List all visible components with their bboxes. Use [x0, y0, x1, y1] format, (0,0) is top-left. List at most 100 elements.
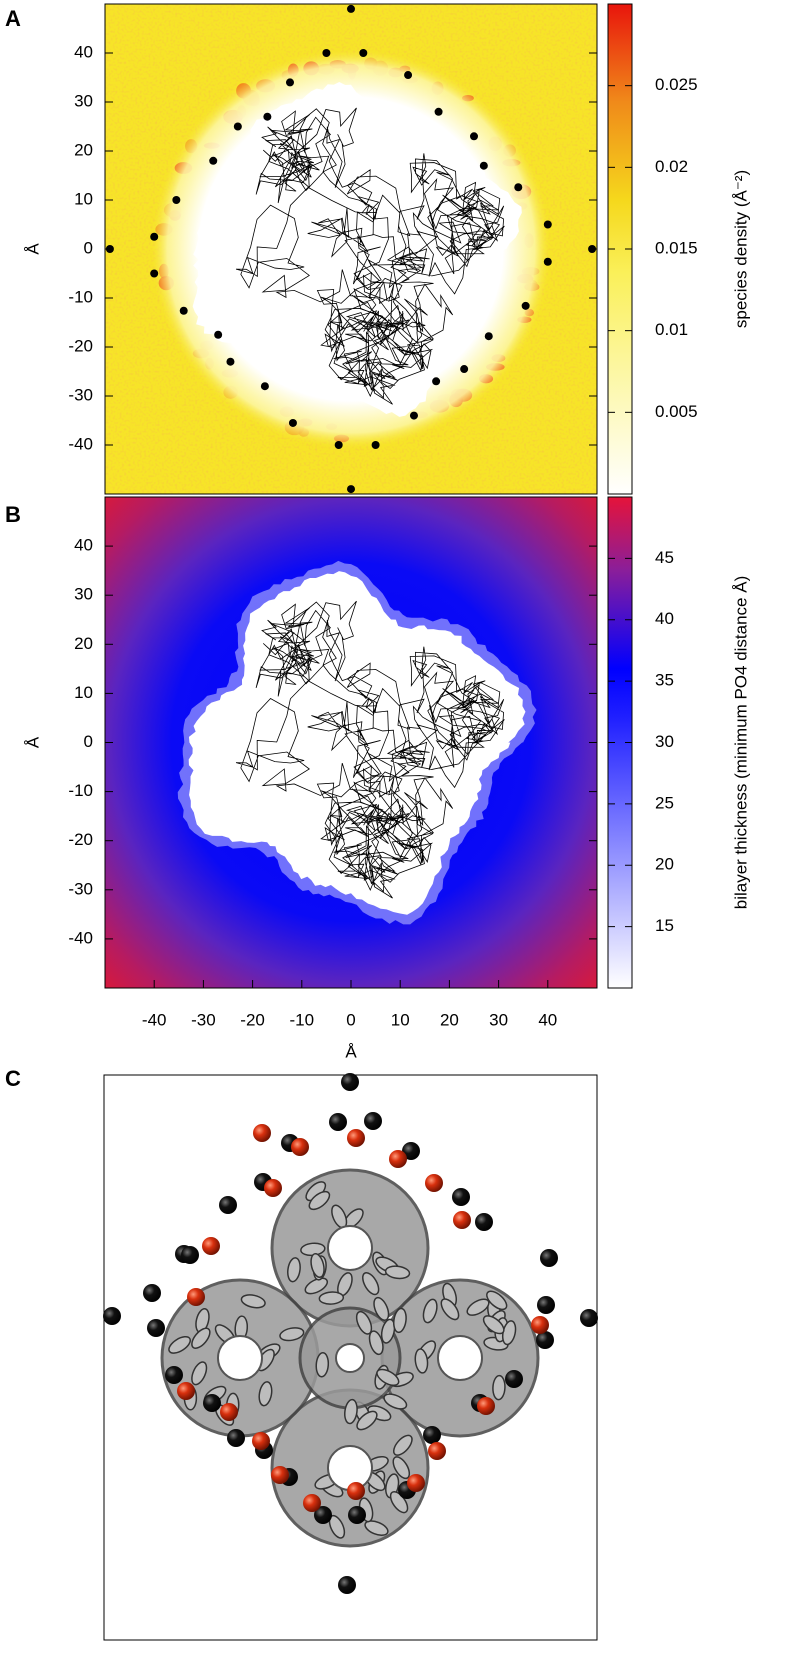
helix	[279, 1327, 305, 1342]
density-point	[285, 78, 294, 87]
lipid-sphere	[252, 1432, 270, 1450]
helix	[240, 1294, 266, 1309]
lipid-sphere	[477, 1397, 495, 1415]
heatmap	[105, 497, 597, 988]
colorbar-tick-label: 35	[655, 671, 674, 690]
x-tick-label: -10	[290, 1010, 315, 1029]
helix	[362, 1272, 380, 1296]
y-tick-label: 10	[74, 189, 93, 208]
lipid-sphere	[147, 1319, 165, 1337]
density-point	[371, 441, 380, 449]
lipid-sphere	[203, 1394, 221, 1412]
helix	[355, 1310, 373, 1335]
density-point	[347, 4, 355, 13]
lipid-sphere	[537, 1296, 555, 1314]
lipid-sphere	[402, 1142, 420, 1160]
y-tick-label: -20	[68, 336, 93, 355]
lipid-sphere	[407, 1474, 425, 1492]
lipid-sphere	[177, 1382, 195, 1400]
helix	[492, 1374, 506, 1401]
y-tick-label: -10	[68, 287, 93, 306]
lipid-sphere	[580, 1309, 598, 1327]
protein-trace	[235, 600, 505, 899]
y-tick-label: -30	[68, 879, 93, 898]
lipid-sphere	[271, 1466, 289, 1484]
density-point	[260, 382, 269, 391]
density-point	[288, 418, 297, 427]
density-point	[470, 132, 478, 141]
density-point	[150, 232, 159, 241]
y-tick-label: 10	[74, 683, 93, 702]
density-point	[543, 257, 552, 266]
density-point	[432, 377, 441, 386]
colorbar-tick-label: 0.01	[655, 320, 688, 339]
colorbar-tick-label: 0.02	[655, 157, 688, 176]
protein-trace	[235, 107, 505, 405]
density-point	[479, 161, 488, 170]
helix	[440, 1298, 460, 1321]
density-point	[460, 365, 469, 374]
lipid-sphere	[531, 1316, 549, 1334]
helix	[315, 1352, 330, 1378]
lipid-sphere	[219, 1196, 237, 1214]
lipid-sphere	[291, 1138, 309, 1156]
density-point	[179, 306, 188, 315]
lipid-sphere	[329, 1113, 347, 1131]
density-point	[434, 107, 443, 116]
lipid-sphere	[253, 1124, 271, 1142]
structure-panel	[103, 1073, 598, 1641]
panel-label: B	[5, 502, 21, 527]
density-point	[172, 196, 181, 204]
colorbar-tick-label: 0.025	[655, 75, 698, 94]
x-tick-label: -20	[240, 1010, 265, 1029]
lipid-sphere	[264, 1179, 282, 1197]
helix	[393, 1307, 407, 1334]
pore	[217, 1335, 263, 1381]
x-tick-label: 0	[346, 1010, 355, 1029]
colorbar-tick-label: 45	[655, 548, 674, 567]
y-tick-label: -20	[68, 830, 93, 849]
density-point	[233, 122, 242, 131]
helix	[308, 1190, 331, 1211]
lipid-sphere	[347, 1129, 365, 1147]
density-point	[359, 49, 368, 57]
lipid-sphere	[475, 1213, 493, 1231]
lipid-sphere	[453, 1211, 471, 1229]
y-axis-label: Å	[23, 736, 42, 748]
helix	[168, 1335, 191, 1354]
helix	[191, 1327, 211, 1349]
heat-core	[188, 571, 526, 915]
density-point	[334, 441, 343, 449]
x-tick-label: 10	[391, 1010, 410, 1029]
lipid-sphere	[452, 1188, 470, 1206]
colorbar-tick-label: 0.005	[655, 402, 698, 421]
panel-label: C	[5, 1066, 21, 1091]
colorbar-label: bilayer thickness (minimum PO4 distance …	[731, 576, 750, 910]
y-tick-label: -40	[68, 928, 93, 947]
lipid-sphere	[389, 1150, 407, 1168]
x-tick-label: 30	[489, 1010, 508, 1029]
lipid-sphere	[227, 1429, 245, 1447]
y-axis-label: Å	[23, 243, 42, 255]
helix	[344, 1398, 358, 1425]
lipid-sphere	[202, 1237, 220, 1255]
density-point	[484, 332, 493, 341]
lipid-sphere	[347, 1482, 365, 1500]
y-tick-label: 30	[74, 91, 93, 110]
y-tick-label: 40	[74, 536, 93, 555]
lipid-sphere	[303, 1494, 321, 1512]
density-point	[226, 357, 235, 366]
pore	[327, 1225, 373, 1271]
x-tick-label: -40	[142, 1010, 167, 1029]
lipid-sphere	[348, 1506, 366, 1524]
helix	[376, 1368, 400, 1387]
x-tick-label: 40	[538, 1010, 557, 1029]
helix	[389, 1490, 409, 1514]
colorbar-tick-label: 25	[655, 793, 674, 812]
helix	[287, 1257, 301, 1283]
helix	[310, 1252, 325, 1278]
helix	[258, 1381, 273, 1407]
x-tick-label: -30	[191, 1010, 216, 1029]
pore	[327, 1445, 373, 1491]
helix	[486, 1290, 508, 1311]
